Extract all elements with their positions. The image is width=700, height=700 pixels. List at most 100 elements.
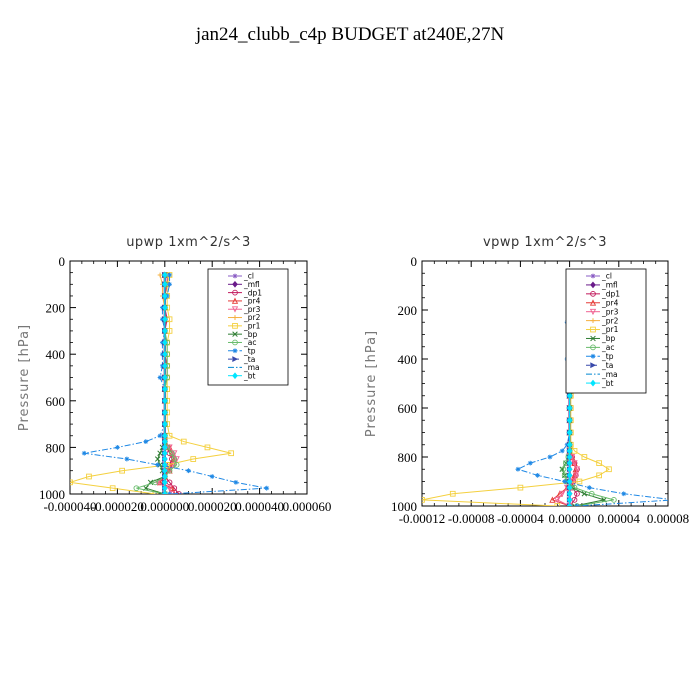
data-point [166,485,173,492]
legend-label: _ta [243,355,255,364]
y-tick-label: 600 [46,394,66,409]
data-point [162,362,168,370]
y-tick-label: 1000 [391,499,417,514]
y-tick-label: 600 [398,401,418,416]
legend-box [207,268,289,386]
legend-item: _bt [228,371,256,380]
data-point [621,491,627,497]
legend-item: _bp [228,330,258,339]
data-point [209,474,215,479]
x-tick-label: 0.000060 [283,499,332,514]
data-point [81,450,87,456]
data-point [517,484,524,491]
x-tick-label: 0.000040 [235,499,284,514]
data-point [162,350,168,358]
data-point [162,420,168,428]
legend-item: _ac [228,338,256,347]
data-point [166,444,173,451]
legend: _cl_mfl_dp1_pr4_pr3_pr2_pr1_bp_ac_tp_ta_… [207,268,289,386]
legend-label: _pr4 [601,298,619,307]
legend-marker [590,335,596,342]
legend-item: _cl [228,272,254,281]
y-axis-label: Pressure [hPa] [364,330,379,437]
data-point [162,385,168,393]
data-point [162,339,168,346]
legend-item: _ta [586,361,613,370]
data-point [535,472,541,478]
legend-marker [590,362,597,369]
data-point [171,450,178,457]
data-point [162,292,168,300]
data-point [167,272,172,278]
data-point [596,472,602,479]
data-point [588,490,595,497]
data-point [606,466,612,473]
data-point [574,490,580,497]
data-point [422,497,425,503]
data-point [571,460,578,467]
legend-item: _pr2 [228,313,261,322]
legend-label: _ma [601,370,618,379]
data-point [155,462,161,468]
legend-item: _pr3 [228,305,261,314]
legend-marker [232,280,238,288]
data-point [586,485,592,491]
legend-label: _bt [243,371,256,380]
data-point [576,478,583,485]
data-point [554,503,561,506]
legend: _cl_mfl_dp1_pr4_pr3_pr2_pr1_bp_ac_tp_ta_… [565,268,647,394]
data-point [171,462,178,469]
x-tick-label: -0.00004 [497,511,544,526]
data-point [566,404,573,412]
upwp-panel: upwp 1xm^2/s^3 Pressure [hPa] -0.000040-0.… [17,235,331,514]
legend-label: _cl [243,272,254,281]
data-point [162,397,168,405]
panel-title: upwp 1xm^2/s^3 [126,235,251,250]
legend-marker [590,379,596,387]
data-point [549,496,556,503]
legend-item: _tp [228,346,256,355]
legend-item: _mfl [228,280,260,289]
data-point [547,454,553,460]
figure-title: jan24_clubb_c4p BUDGET at240E,27N [195,24,505,45]
legend-marker [232,372,238,380]
legend-label: _mfl [243,280,260,289]
legend-label: _tp [601,352,614,361]
y-tick-label: 0 [411,254,418,269]
y-axis-label: Pressure [hPa] [17,324,32,431]
legend-marker [232,315,238,320]
data-point [190,456,197,462]
data-point [204,444,211,451]
data-point [152,479,159,486]
data-point [581,454,588,460]
legend-label: _mfl [601,281,618,290]
y-tick-label: 200 [46,301,66,316]
data-point [157,450,163,456]
data-point [143,439,149,444]
data-point [86,473,92,480]
data-point [596,460,602,466]
data-point [167,281,172,287]
legend-marker [232,289,238,296]
legend-item: _tp [586,352,614,361]
legend-marker [590,318,596,324]
y-tick-label: 800 [46,440,66,455]
legend-label: _tp [243,346,256,355]
data-point [133,485,140,492]
legend-marker [589,299,597,306]
data-point [109,485,116,492]
legend-item: _ta [228,355,255,364]
legend-item: _cl [586,272,612,281]
legend-marker [590,281,596,289]
data-point [115,445,120,450]
data-point [162,490,168,494]
legend-item: _pr4 [228,297,261,306]
legend-label: _bt [601,379,614,388]
legend-item: _bt [586,379,614,388]
data-point [559,448,565,454]
data-point [157,375,163,380]
legend-label: _ac [601,343,614,352]
data-point [672,497,677,502]
legend-marker [590,326,596,333]
series-line [70,274,232,494]
